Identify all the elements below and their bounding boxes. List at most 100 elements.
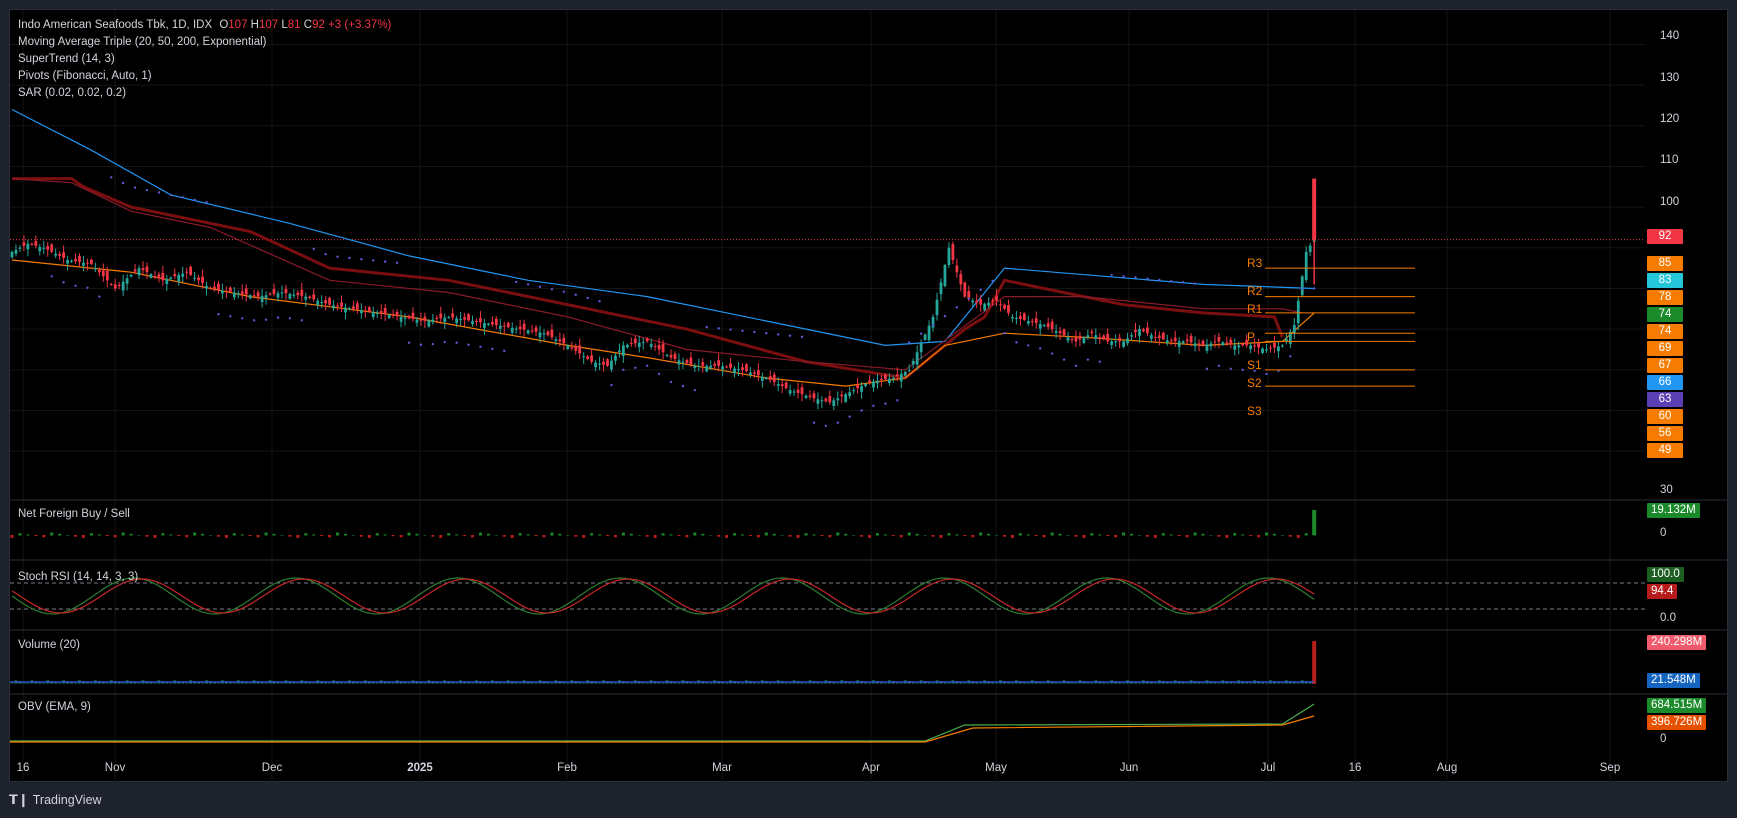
sar-dot	[538, 285, 542, 289]
candle-body	[1169, 340, 1173, 342]
volume-bar	[1038, 682, 1042, 684]
candle-body	[860, 386, 863, 392]
indicator-legend-ma[interactable]: Moving Average Triple (20, 50, 200, Expo…	[18, 34, 266, 50]
candle-body	[189, 266, 193, 275]
foreign-bar	[455, 534, 459, 536]
candle-body	[621, 345, 625, 356]
candle-body	[272, 289, 276, 294]
foreign-bar	[1122, 532, 1126, 536]
foreign-bar	[50, 532, 54, 536]
indicator-legend-pivots[interactable]: Pivots (Fibonacci, Auto, 1)	[18, 68, 152, 84]
foreign-bar	[693, 532, 697, 536]
volume-bar	[820, 683, 824, 684]
candle-body	[1217, 336, 1221, 342]
candle-body	[97, 269, 101, 273]
foreign-bar	[923, 535, 927, 536]
volume-bar	[598, 683, 601, 684]
volume-bar	[1026, 683, 1030, 684]
volume-bar	[689, 682, 693, 684]
candle-body	[256, 292, 260, 297]
candle-body	[502, 325, 506, 327]
volume-bar	[169, 683, 173, 684]
foreign-bar	[10, 535, 14, 538]
candle-body	[324, 300, 328, 304]
sar-dot	[74, 284, 77, 287]
indicator-legend-supertrend[interactable]: SuperTrend (14, 3)	[18, 51, 115, 67]
candle-body	[276, 293, 280, 298]
indicator-legend-sar[interactable]: SAR (0.02, 0.02, 0.2)	[18, 85, 126, 101]
obv-tag: 684.515M	[1647, 698, 1707, 713]
low-label: L	[281, 19, 288, 31]
foreign-bar	[1050, 532, 1054, 536]
volume-bar	[467, 682, 470, 684]
candle-body	[868, 380, 871, 383]
foreign-bar	[34, 535, 38, 537]
foreign-bar	[113, 535, 117, 538]
volume-bar	[435, 682, 439, 684]
tradingview-brand[interactable]: 𝗧❙ TradingView	[9, 792, 102, 808]
candle-body	[856, 384, 860, 389]
sar-dot	[1074, 364, 1078, 367]
volume-bar	[816, 682, 820, 684]
sar-dot	[241, 317, 244, 320]
x-tick: Feb	[557, 762, 577, 774]
sar-dot	[1312, 287, 1316, 290]
candle-body	[228, 287, 232, 292]
obv-pane-title[interactable]: OBV (EMA, 9)	[18, 701, 91, 713]
foreign-bar	[717, 535, 721, 537]
volume-pane-title[interactable]: Volume (20)	[18, 639, 81, 651]
indicator-supertrend-label: SuperTrend (14, 3)	[18, 53, 115, 65]
sar-dot	[479, 345, 482, 348]
price-tag-s3a: 56	[1647, 426, 1683, 441]
volume-bar	[197, 682, 200, 684]
candle-body	[1225, 342, 1229, 344]
sar-dot	[800, 335, 804, 339]
sar-dot	[717, 327, 720, 330]
foreign-pane-title[interactable]: Net Foreign Buy / Sell	[18, 508, 130, 520]
foreign-bar	[860, 535, 864, 537]
sar-dot	[419, 343, 423, 346]
volume-bar	[371, 682, 375, 684]
sar-dot	[455, 341, 458, 344]
foreign-bar	[836, 532, 840, 536]
volume-bar	[752, 682, 756, 684]
pivot-lines	[1265, 267, 1415, 387]
candle-body	[22, 242, 26, 246]
volume-bar	[836, 683, 840, 684]
symbol-legend[interactable]: Indo American Seafoods Tbk, 1D, IDX O107…	[18, 17, 391, 33]
candle-body	[292, 294, 296, 296]
foreign-bar	[288, 535, 292, 537]
volume-ma-tag: 21.548M	[1647, 673, 1700, 688]
brand-label: TradingView	[32, 793, 102, 807]
chart-frame[interactable]	[9, 9, 1728, 782]
volume-bar	[895, 682, 899, 684]
volume-bar	[959, 682, 963, 684]
sar-dot	[1229, 367, 1232, 371]
price-tag-ema200: 83	[1647, 273, 1683, 288]
candle-body	[788, 390, 792, 394]
sar-dot	[252, 319, 256, 322]
candle-body	[336, 305, 339, 307]
foreign-bar	[828, 535, 832, 538]
sar-dots	[50, 176, 1316, 427]
sar-dot	[1027, 344, 1030, 347]
volume-bar	[1149, 682, 1153, 684]
candle-body	[316, 300, 320, 305]
candle-body	[90, 259, 93, 265]
candle-body	[38, 246, 42, 252]
candle-body	[1165, 340, 1169, 343]
x-tick: Aug	[1436, 762, 1458, 774]
foreign-bar	[1153, 535, 1157, 538]
candle-body	[252, 295, 256, 297]
candle-body	[1030, 321, 1034, 323]
indicator-pivots-label: Pivots (Fibonacci, Auto, 1)	[18, 70, 152, 82]
candle-body	[50, 244, 54, 252]
price-tag-r1: 74	[1647, 324, 1683, 339]
sar-dot	[407, 341, 411, 344]
candle-body	[975, 300, 979, 303]
candle-body	[240, 291, 244, 294]
candle-body	[1046, 323, 1050, 328]
stoch-pane-title[interactable]: Stoch RSI (14, 14, 3, 3)	[18, 571, 139, 583]
volume-bar	[1181, 682, 1185, 684]
